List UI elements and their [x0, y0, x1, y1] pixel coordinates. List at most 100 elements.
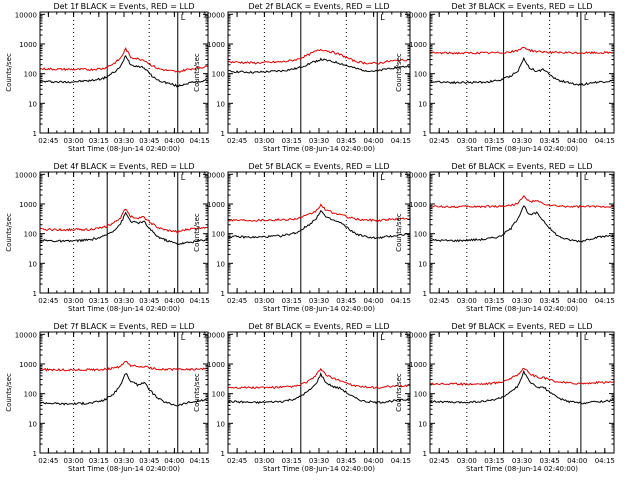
x-tick-label: 04:15 — [595, 297, 615, 305]
x-tick-label: 02:45 — [227, 457, 247, 465]
corner-label: L — [380, 333, 385, 342]
x-tick-label: 03:30 — [309, 457, 329, 465]
x-tick-label: 03:45 — [540, 137, 560, 145]
x-tick-label: 03:45 — [336, 137, 356, 145]
x-tick-label: 03:00 — [457, 137, 477, 145]
x-tick-label: 03:00 — [64, 297, 84, 305]
x-tick-label: 03:15 — [89, 137, 109, 145]
y-axis-label: Counts/sec — [5, 373, 13, 412]
detector-panel: Det 9f BLACK = Events, RED = LLD L 1 10 100 1… — [395, 322, 615, 473]
x-tick-label: 04:15 — [595, 457, 615, 465]
x-axis-label: Start Time (08-Jun-14 02:40:00) — [68, 145, 180, 153]
plot-frame — [227, 331, 411, 454]
detector-panel: Det 4f BLACK = Events, RED = LLD L 1 10 100 1… — [5, 162, 210, 313]
x-tick-label: 03:30 — [114, 137, 134, 145]
corner-label: L — [181, 13, 186, 22]
y-tick-label: 10 — [216, 100, 225, 108]
plot-frame — [39, 11, 209, 134]
lld-series-line — [227, 203, 411, 223]
y-tick-label: 10 — [418, 100, 427, 108]
x-tick-label: 03:30 — [114, 297, 134, 305]
x-tick-label: 04:15 — [190, 297, 210, 305]
plot-frame — [39, 171, 209, 294]
x-axis-label: Start Time (08-Jun-14 02:40:00) — [466, 305, 578, 313]
x-tick-label: 02:45 — [429, 297, 449, 305]
y-tick-label: 100 — [212, 391, 225, 399]
y-tick-label: 1000 — [19, 361, 37, 369]
lld-series-line — [429, 195, 615, 209]
x-tick-label: 03:15 — [484, 297, 504, 305]
x-tick-label: 03:45 — [139, 457, 159, 465]
y-tick-label: 10 — [28, 420, 37, 428]
y-tick-label: 1000 — [207, 361, 225, 369]
x-tick-label: 03:45 — [139, 137, 159, 145]
y-tick-label: 100 — [24, 71, 37, 79]
y-tick-label: 10000 — [15, 171, 37, 179]
events-series-line — [39, 55, 209, 88]
x-tick-label: 03:30 — [512, 137, 532, 145]
plot-frame — [429, 11, 615, 134]
x-tick-label: 02:45 — [38, 137, 58, 145]
y-axis-label: Counts/sec — [5, 213, 13, 252]
x-tick-label: 04:15 — [391, 297, 411, 305]
y-tick-label: 10000 — [15, 331, 37, 339]
detector-panel: Det 1f BLACK = Events, RED = LLD L 1 10 100 1… — [5, 2, 210, 153]
y-axis-label: Counts/sec — [5, 53, 13, 92]
plot-frame — [227, 11, 411, 134]
y-tick-label: 1 — [221, 290, 225, 298]
panel-title: Det 7f BLACK = Events, RED = LLD — [53, 322, 194, 331]
x-tick-label: 03:00 — [64, 457, 84, 465]
x-tick-label: 03:45 — [336, 297, 356, 305]
y-tick-label: 10000 — [203, 11, 225, 19]
corner-label: L — [584, 333, 589, 342]
plot-frame — [429, 331, 615, 454]
detector-panel: Det 7f BLACK = Events, RED = LLD L 1 10 100 1… — [5, 322, 210, 473]
events-series-line — [40, 373, 209, 407]
y-tick-label: 100 — [24, 391, 37, 399]
events-series-line — [429, 369, 615, 405]
x-tick-label: 03:00 — [254, 297, 274, 305]
panel-title: Det 1f BLACK = Events, RED = LLD — [53, 2, 194, 11]
y-tick-label: 1 — [423, 450, 427, 458]
y-tick-label: 10 — [216, 260, 225, 268]
x-tick-label: 03:15 — [484, 457, 504, 465]
x-tick-label: 04:00 — [164, 457, 184, 465]
x-tick-label: 04:15 — [190, 137, 210, 145]
y-tick-label: 10 — [216, 420, 225, 428]
y-tick-label: 1 — [33, 130, 37, 138]
y-axis-label: Counts/sec — [193, 373, 201, 412]
corner-label: L — [380, 173, 385, 182]
events-series-line — [429, 56, 615, 86]
y-tick-label: 1 — [423, 290, 427, 298]
panel-title: Det 3f BLACK = Events, RED = LLD — [451, 2, 592, 11]
events-series-line — [39, 211, 209, 246]
detector-panel: Det 8f BLACK = Events, RED = LLD L 1 10 100 1… — [193, 322, 411, 473]
y-tick-label: 10 — [418, 260, 427, 268]
x-tick-label: 03:15 — [282, 137, 302, 145]
events-series-line — [227, 209, 411, 240]
x-tick-label: 03:00 — [254, 457, 274, 465]
x-axis-label: Start Time (08-Jun-14 02:40:00) — [466, 145, 578, 153]
x-tick-label: 04:15 — [391, 457, 411, 465]
detector-panel: Det 2f BLACK = Events, RED = LLD L 1 10 100 1… — [193, 2, 411, 153]
corner-label: L — [584, 173, 589, 182]
y-tick-label: 1000 — [409, 41, 427, 49]
plot-frame — [227, 171, 411, 294]
x-tick-label: 03:45 — [139, 297, 159, 305]
x-tick-label: 03:30 — [309, 137, 329, 145]
y-tick-label: 100 — [212, 71, 225, 79]
x-tick-label: 04:00 — [364, 297, 384, 305]
panel-title: Det 9f BLACK = Events, RED = LLD — [451, 322, 592, 331]
corner-label: L — [380, 13, 385, 22]
y-tick-label: 1 — [423, 130, 427, 138]
y-tick-label: 100 — [24, 231, 37, 239]
x-tick-label: 04:00 — [567, 457, 587, 465]
x-tick-label: 04:00 — [164, 137, 184, 145]
x-tick-label: 03:00 — [457, 297, 477, 305]
y-tick-label: 10 — [28, 100, 37, 108]
x-tick-label: 03:00 — [64, 137, 84, 145]
y-tick-label: 10000 — [15, 11, 37, 19]
y-tick-label: 1 — [33, 290, 37, 298]
x-tick-label: 03:15 — [282, 457, 302, 465]
y-tick-label: 1 — [221, 130, 225, 138]
